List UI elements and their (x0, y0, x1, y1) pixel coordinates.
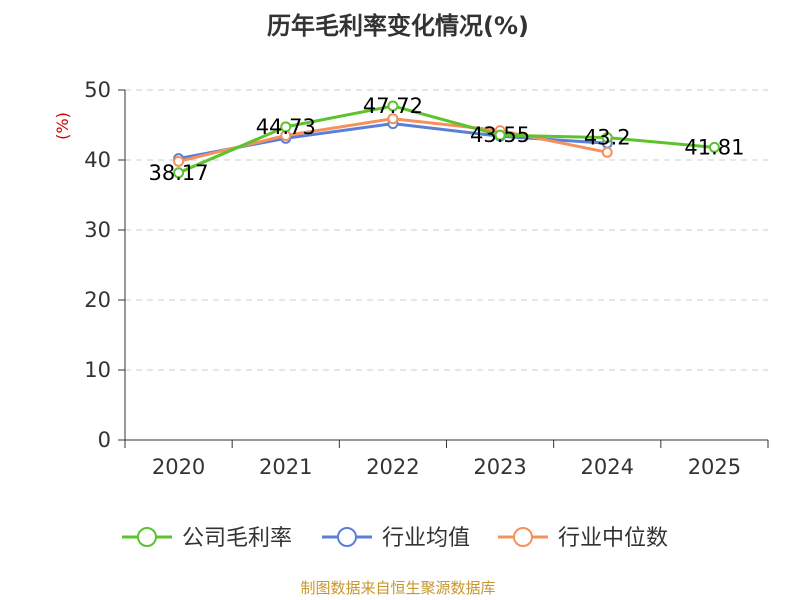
legend-marker (513, 527, 533, 547)
data-label: 43.2 (584, 126, 631, 150)
data-point[interactable] (494, 129, 506, 141)
y-axis-unit-label: (%) (53, 112, 72, 140)
y-tick-label: 30 (84, 218, 111, 242)
legend-label: 行业中位数 (558, 526, 668, 551)
data-point[interactable] (601, 132, 613, 144)
series-line-0 (177, 104, 715, 175)
y-tick-label: 0 (98, 428, 111, 452)
y-tick-label: 20 (84, 288, 111, 312)
data-label: 47.72 (363, 94, 423, 118)
x-tick-label: 2020 (152, 455, 205, 479)
x-tick-label: 2024 (581, 455, 634, 479)
data-point[interactable] (173, 167, 185, 179)
x-tick-label: 2023 (473, 455, 526, 479)
y-tick-label: 50 (84, 78, 111, 102)
x-tick-label: 2022 (366, 455, 419, 479)
legend-item-1[interactable]: 行业均值 (322, 526, 470, 551)
data-label: 38.17 (149, 161, 209, 185)
data-label: 41.81 (684, 135, 744, 159)
legend-marker (137, 527, 157, 547)
chart-title: 历年毛利率变化情况(%) (267, 12, 529, 40)
legend-item-0[interactable]: 公司毛利率 (122, 526, 292, 551)
x-tick-label: 2025 (688, 455, 741, 479)
axes: 0 10 20 30 40 50 2020 2021 2022 2023 2024 2025 (84, 78, 769, 479)
y-tick-label: 40 (84, 148, 111, 172)
legend-label: 公司毛利率 (182, 526, 292, 551)
y-tick-label: 10 (84, 358, 111, 382)
data-point[interactable] (280, 121, 292, 133)
data-point[interactable] (708, 141, 720, 153)
data-point[interactable] (601, 146, 613, 158)
legend-label: 行业均值 (382, 526, 470, 551)
source-footer: 制图数据来自恒生聚源数据库 (300, 579, 495, 597)
legend[interactable]: 公司毛利率 行业均值 行业中位数 (122, 526, 668, 551)
data-point[interactable] (173, 155, 185, 167)
legend-marker (337, 527, 357, 547)
legend-item-2[interactable]: 行业中位数 (498, 526, 668, 551)
data-label: 44.73 (256, 115, 316, 139)
data-point[interactable] (387, 113, 399, 125)
data-labels: 38.17 44.73 47.72 43.55 43.2 41.81 (149, 94, 745, 185)
series-lines (173, 100, 720, 179)
data-label: 43.55 (470, 123, 530, 147)
grid-lines (125, 89, 768, 371)
data-point[interactable] (387, 100, 399, 112)
x-tick-label: 2021 (259, 455, 312, 479)
